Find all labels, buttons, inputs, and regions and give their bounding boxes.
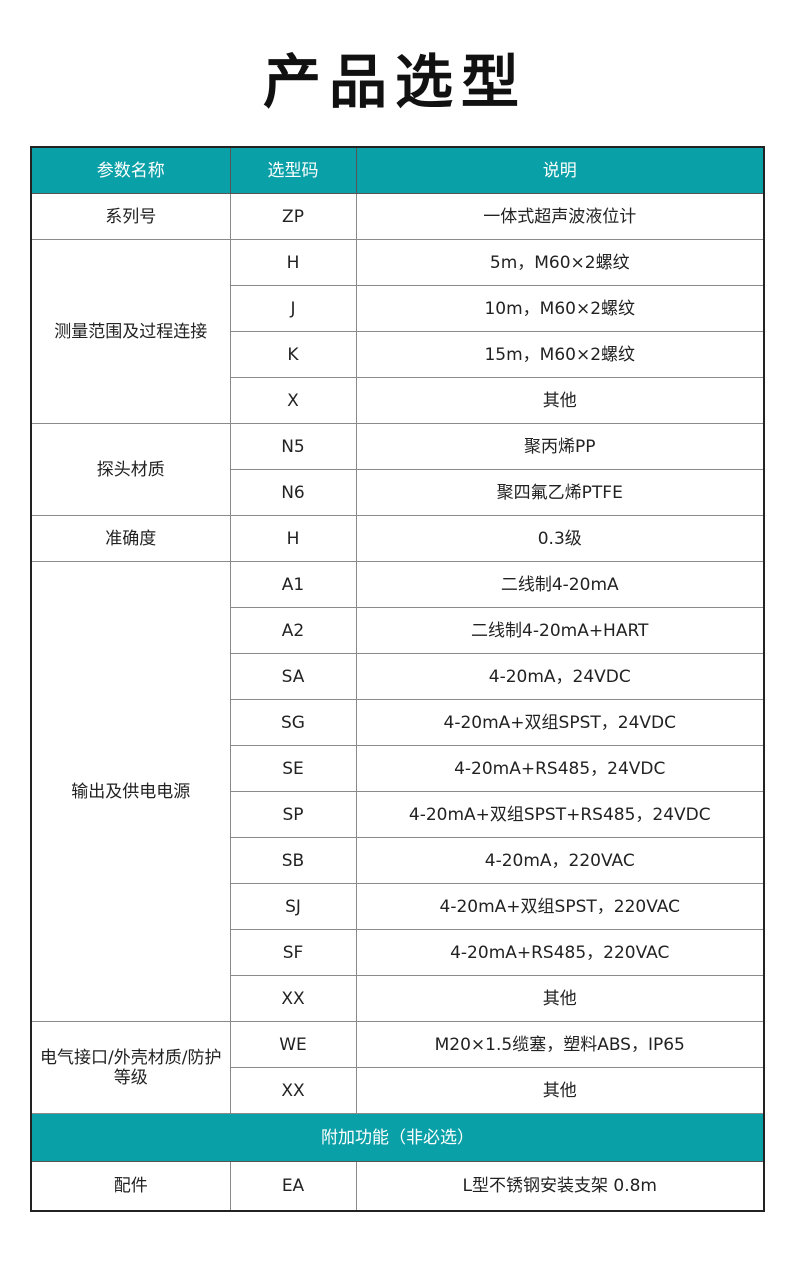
code-cell: J <box>229 285 357 332</box>
description-cell: 0.3级 <box>355 515 765 562</box>
header-description: 说明 <box>355 146 765 194</box>
description-cell: 聚丙烯PP <box>355 423 765 470</box>
table-row: 探头材质 N5 聚丙烯PP <box>30 423 765 516</box>
description-cell: 4-20mA+双组SPST，220VAC <box>355 883 765 930</box>
table-row: 准确度 H 0.3级 <box>30 515 765 562</box>
code-cell: K <box>229 331 357 378</box>
code-cell: XX <box>229 1067 357 1114</box>
code-cell: X <box>229 377 357 424</box>
param-name-cell: 输出及供电电源 <box>30 561 231 1022</box>
param-name-cell: 电气接口/外壳材质/防护等级 <box>30 1021 231 1114</box>
table-row: 配件 EA L型不锈钢安装支架 0.8m <box>30 1161 765 1212</box>
table-row: SA 4-20mA，24VDC <box>31 653 765 700</box>
description-cell: 其他 <box>355 975 765 1022</box>
code-cell: H <box>229 239 357 286</box>
description-cell: 二线制4-20mA+HART <box>355 607 765 654</box>
code-cell: SE <box>229 745 357 792</box>
table-header-row: 参数名称 选型码 说明 <box>30 146 765 194</box>
code-cell: ZP <box>229 193 357 240</box>
code-cell: SP <box>229 791 357 838</box>
table-row: SB 4-20mA，220VAC <box>31 837 765 884</box>
table-row: SJ 4-20mA+双组SPST，220VAC <box>31 883 765 930</box>
table-row: 测量范围及过程连接 H 5m，M60×2螺纹 <box>30 239 765 424</box>
code-cell: H <box>229 515 357 562</box>
table-row: X 其他 <box>31 377 765 424</box>
code-cell: EA <box>229 1161 357 1212</box>
code-cell: A2 <box>229 607 357 654</box>
table-row: SP 4-20mA+双组SPST+RS485，24VDC <box>31 791 765 838</box>
description-cell: 4-20mA+RS485，220VAC <box>355 929 765 976</box>
code-cell: WE <box>229 1021 357 1068</box>
description-cell: 4-20mA+RS485，24VDC <box>355 745 765 792</box>
description-cell: 一体式超声波液位计 <box>355 193 765 240</box>
description-cell: 二线制4-20mA <box>355 561 765 608</box>
code-cell: SG <box>229 699 357 746</box>
table-row: 系列号 ZP 一体式超声波液位计 <box>30 193 765 240</box>
additional-section-title: 附加功能（非必选） <box>30 1113 765 1162</box>
table-row: K 15m，M60×2螺纹 <box>31 331 765 378</box>
description-cell: M20×1.5缆塞，塑料ABS，IP65 <box>355 1021 765 1068</box>
code-cell: SF <box>229 929 357 976</box>
header-param-name: 参数名称 <box>30 146 231 194</box>
table-row: 电气接口/外壳材质/防护等级 WE M20×1.5缆塞，塑料ABS，IP65 <box>30 1021 765 1114</box>
page-title: 产品选型 <box>262 48 527 116</box>
description-cell: 其他 <box>355 1067 765 1114</box>
code-cell: A1 <box>229 561 357 608</box>
param-name-cell: 系列号 <box>30 193 231 240</box>
description-cell: 4-20mA+双组SPST，24VDC <box>355 699 765 746</box>
table-row: XX 其他 <box>31 1067 765 1114</box>
header-code: 选型码 <box>229 146 357 194</box>
description-cell: 5m，M60×2螺纹 <box>355 239 765 286</box>
description-cell: 4-20mA+双组SPST+RS485，24VDC <box>355 791 765 838</box>
code-cell: N6 <box>229 469 357 516</box>
additional-section-row: 附加功能（非必选） <box>30 1113 765 1162</box>
description-cell: 其他 <box>355 377 765 424</box>
code-cell: SJ <box>229 883 357 930</box>
param-name-cell: 配件 <box>30 1161 231 1212</box>
table-row: 输出及供电电源 A1 二线制4-20mA <box>30 561 765 1022</box>
param-name-cell: 准确度 <box>30 515 231 562</box>
param-name-cell: 探头材质 <box>30 423 231 516</box>
code-cell: N5 <box>229 423 357 470</box>
description-cell: 4-20mA，24VDC <box>355 653 765 700</box>
description-cell: 4-20mA，220VAC <box>355 837 765 884</box>
code-cell: SA <box>229 653 357 700</box>
table-row: SG 4-20mA+双组SPST，24VDC <box>31 699 765 746</box>
table-row: SE 4-20mA+RS485，24VDC <box>31 745 765 792</box>
table-row: SF 4-20mA+RS485，220VAC <box>31 929 765 976</box>
code-cell: SB <box>229 837 357 884</box>
param-name-cell: 测量范围及过程连接 <box>30 239 231 424</box>
description-cell: 聚四氟乙烯PTFE <box>355 469 765 516</box>
selection-table: 参数名称 选型码 说明 系列号 ZP 一体式超声波液位计 测量范围及过程连接 H 5m，M… <box>30 146 765 1212</box>
code-cell: XX <box>229 975 357 1022</box>
description-cell: 10m，M60×2螺纹 <box>355 285 765 332</box>
description-cell: L型不锈钢安装支架 0.8m <box>355 1161 765 1212</box>
description-cell: 15m，M60×2螺纹 <box>355 331 765 378</box>
